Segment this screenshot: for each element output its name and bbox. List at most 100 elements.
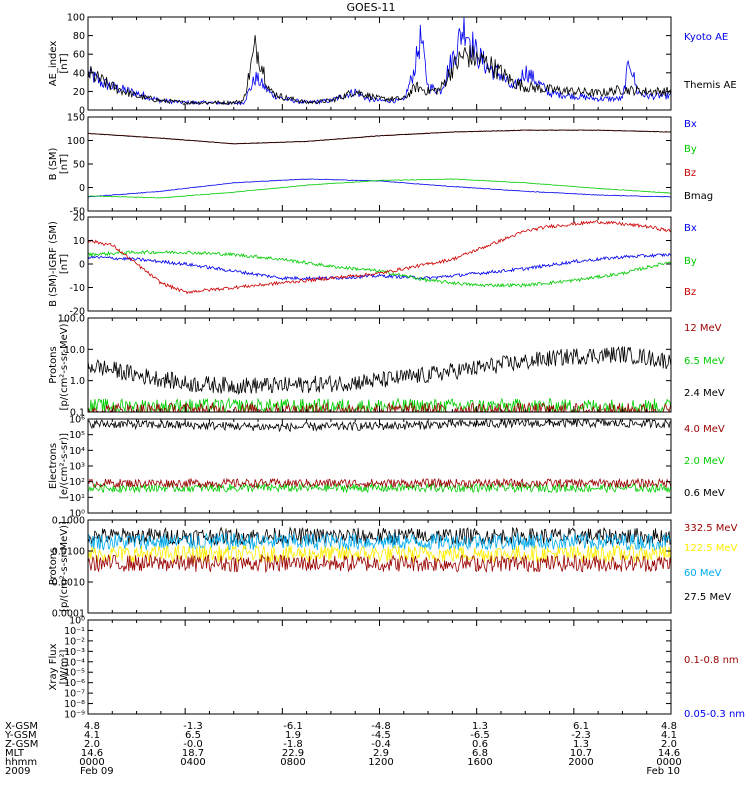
ephemeris-value: -0.0 [183, 739, 203, 750]
ephemeris-value: 2.9 [373, 748, 389, 759]
ephemeris-value: Feb 09 [80, 766, 114, 777]
legend-label: 6.5 MeV [684, 356, 725, 367]
series-line [88, 544, 671, 564]
y-tick-label: 10² [69, 477, 85, 488]
legend-label: Bx [684, 223, 697, 234]
legend-label: 12 MeV [684, 323, 722, 334]
panel-frame [87, 418, 672, 514]
series-line [88, 129, 671, 145]
legend-label: 0.1-0.8 nm [684, 655, 739, 666]
ephemeris-value: 4.8 [661, 721, 677, 732]
y-tick-label: -10 [69, 283, 85, 294]
panel-5: 10⁰ 10¹ 10² 10³ 10⁴ 10⁵ 10⁶ Electrons[e/(cm²-s-… [48, 415, 725, 520]
y-tick-label: 10⁻¹ [64, 626, 85, 637]
y-tick-label: 0.1 [70, 408, 85, 419]
series-line [88, 178, 671, 199]
ephemeris-value: 4.1 [84, 730, 100, 741]
legend-label: Bz [684, 168, 696, 179]
series-line [88, 250, 671, 288]
y-tick-label: 0 [79, 260, 85, 271]
series-line [88, 252, 671, 281]
y-tick-label: 40 [73, 68, 85, 79]
ephemeris-value: 6.5 [185, 730, 201, 741]
ephemeris-value: 1200 [368, 757, 393, 768]
y-tick-label: 60 [73, 50, 85, 61]
plot-title: GOES-11 [346, 1, 395, 14]
ephemeris-value: 6.8 [472, 748, 488, 759]
y-tick-label: 0.1000 [52, 516, 85, 527]
y-tick-label: 1.0 [70, 376, 85, 387]
y-tick-label: 50 [73, 160, 85, 171]
series-line [88, 34, 671, 106]
series-line [88, 532, 671, 551]
legend-label: Bx [684, 119, 697, 130]
ephemeris-value: -2.3 [571, 730, 591, 741]
y-axis-label: Xray Flux[W/m²] [48, 643, 70, 690]
y-tick-label: 0.0100 [52, 547, 85, 558]
legend-label: 332.5 MeV [684, 523, 738, 534]
y-tick-label: 150 [67, 113, 85, 124]
panel-4: 0.1 1.0 10.0 100.0Protons[p/(cm²-s-sr-MeV)]… [48, 314, 725, 419]
ephemeris-row-label: 2009 [5, 766, 30, 777]
y-tick-label: 10⁰ [69, 509, 85, 520]
y-tick-label: 80 [73, 31, 85, 42]
ephemeris-value: 4.1 [661, 730, 677, 741]
ephemeris-value: 0000 [656, 757, 681, 768]
y-axis-label: Protons[p/(cm²-s-sr-MeV)] [48, 319, 70, 410]
y-tick-label: 0.0010 [52, 578, 85, 589]
y-tick-label: 10⁻² [64, 636, 85, 647]
series-line [88, 477, 671, 489]
ephemeris-value: 4.8 [84, 721, 100, 732]
ephemeris-row-label: MLT [5, 748, 25, 759]
panel-frame [87, 317, 672, 413]
y-axis-label: AE_index[nT] [48, 41, 70, 87]
legend-label: 0.05-0.3 nm [684, 709, 745, 720]
y-tick-label: 0.0001 [52, 609, 85, 620]
legend-label: 27.5 MeV [684, 592, 731, 603]
legend-label: Themis AE [683, 80, 737, 91]
y-tick-label: 10⁴ [69, 446, 85, 457]
ephemeris-value: 0800 [280, 757, 305, 768]
y-axis-label: Electrons[e/(cm²-s-sr)] [48, 433, 70, 499]
y-tick-label: -50 [69, 207, 85, 218]
y-tick-label: 20 [73, 87, 85, 98]
y-tick-label: 100.0 [58, 314, 85, 325]
ephemeris-value: 1.3 [472, 721, 488, 732]
y-tick-label: 0 [79, 106, 85, 117]
panel-frame [87, 619, 672, 715]
y-tick-label: 0 [79, 183, 85, 194]
legend-label: By [684, 256, 697, 267]
panel-frame [87, 519, 672, 614]
legend-label: 2.4 MeV [684, 388, 725, 399]
y-axis-label: B (SM)-IGRF (SM)[nT] [48, 221, 70, 307]
ephemeris-value: 0400 [180, 757, 205, 768]
panel-3: -20 -10 0 10 20B (SM)-IGRF (SM)[nT] Bx By Bz [48, 213, 697, 318]
ephemeris-value: -6.5 [470, 730, 490, 741]
legend-label: 0.6 MeV [684, 488, 725, 499]
ephemeris-row-label: Y-GSM [4, 730, 37, 741]
legend-label: Kyoto AE [684, 32, 728, 43]
y-tick-label: -20 [69, 307, 85, 318]
y-tick-label: 10⁶ [69, 415, 85, 426]
legend-label: By [684, 144, 697, 155]
ephemeris-value: 0000 [79, 757, 104, 768]
y-axis-label: Protons[p/(cm²-s-sr-MeV)] [48, 521, 70, 612]
ephemeris-value: 18.7 [182, 748, 204, 759]
legend-label: 4.0 MeV [684, 424, 725, 435]
ephemeris-value: -6.1 [283, 721, 303, 732]
ephemeris-row-label: X-GSM [5, 721, 38, 732]
series-line [88, 553, 671, 574]
ephemeris-row-label: Z-GSM [5, 739, 38, 750]
legend-label: 60 MeV [684, 568, 722, 579]
y-tick-label: 10⁻⁶ [64, 678, 85, 689]
ephemeris-value: Feb 10 [646, 766, 680, 777]
panel-6: 0.0001 0.0010 0.0100 0.1000Protons[p/(cm²-s… [48, 516, 738, 620]
y-tick-label: 10⁰ [69, 616, 85, 627]
ephemeris-value: 14.6 [81, 748, 103, 759]
series-line [88, 345, 671, 395]
panel-2: -50 0 50 100 150 B (SM)[nT] Bx By Bz Bmag [48, 113, 713, 218]
y-tick-label: 10⁵ [69, 430, 85, 441]
y-axis-label: B (SM)[nT] [48, 147, 70, 180]
ephemeris-value: 22.9 [282, 748, 304, 759]
